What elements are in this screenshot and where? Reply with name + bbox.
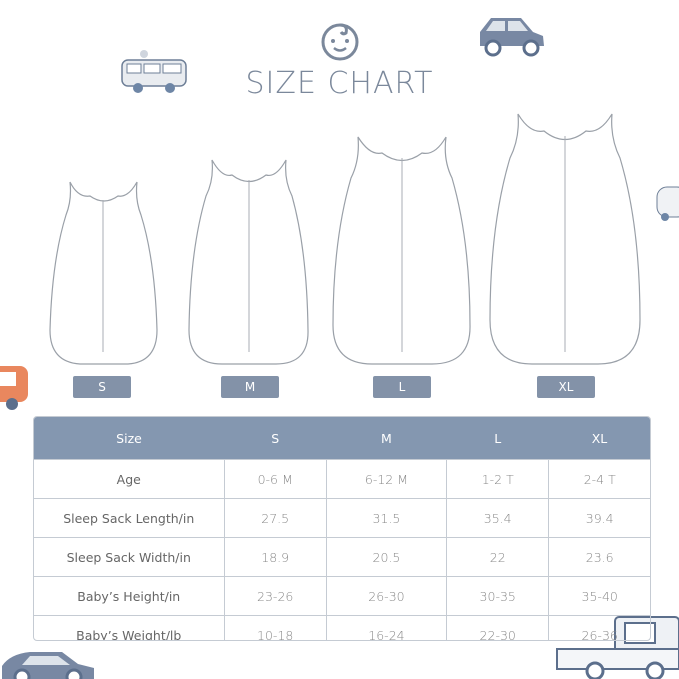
table-cell: 39.4: [548, 498, 650, 538]
header-l: L: [446, 417, 549, 460]
table-cell: 22: [446, 537, 549, 577]
baby-face-icon: [321, 23, 359, 61]
table-cell: 31.5: [325, 498, 447, 538]
table-cell: 2-4 T: [548, 459, 650, 499]
header-m: M: [326, 417, 447, 460]
table-cell: 27.5: [223, 498, 327, 538]
table-cell: 10-18: [223, 615, 327, 640]
header-xl: XL: [548, 417, 650, 460]
size-tag-xl: XL: [537, 376, 595, 398]
table-cell: 26-36: [548, 615, 650, 640]
row-label: Age: [34, 459, 224, 499]
size-tag-s: S: [73, 376, 131, 398]
table-cell: 22-30: [446, 615, 549, 640]
header-size: Size: [34, 417, 224, 460]
page-title: SIZE CHART: [245, 66, 434, 101]
row-label: Baby’s Height/in: [34, 576, 224, 616]
table-cell: 20.5: [325, 537, 447, 577]
table-row: Baby’s Weight/lb 10-18 16-24 22-30 26-36: [34, 615, 650, 640]
row-label: Sleep Sack Width/in: [34, 537, 224, 577]
bus-illustration: [0, 366, 28, 410]
table-cell: 30-35: [446, 576, 549, 616]
table-row: Sleep Sack Width/in 18.9 20.5 22 23.6: [34, 537, 650, 577]
table-row: Age 0-6 M 6-12 M 1-2 T 2-4 T: [34, 459, 650, 499]
table-cell: 1-2 T: [446, 459, 549, 499]
table-cell: 26-30: [325, 576, 447, 616]
table-cell: 35.4: [446, 498, 549, 538]
sleep-sack-illustrations: [49, 113, 641, 365]
table-cell: 35-40: [548, 576, 650, 616]
table-cell: 16-24: [325, 615, 447, 640]
car-illustration-bottom: [2, 652, 94, 679]
car-illustration: [480, 18, 544, 57]
row-label: Baby’s Weight/lb: [34, 615, 224, 640]
row-label: Sleep Sack Length/in: [34, 498, 224, 538]
table-row: Baby’s Height/in 23-26 26-30 30-35 35-40: [34, 576, 650, 616]
table-cell: 18.9: [223, 537, 327, 577]
van-illustration: [121, 50, 187, 93]
car-illustration-right: [656, 186, 679, 221]
table-cell: 0-6 M: [223, 459, 327, 499]
table-cell: 23.6: [548, 537, 650, 577]
size-table: Size S M L XL Age 0-6 M 6-12 M 1-2 T 2-4 T Sl…: [33, 416, 651, 641]
table-cell: 23-26: [223, 576, 327, 616]
size-tag-l: L: [373, 376, 431, 398]
table-row: Sleep Sack Length/in 27.5 31.5 35.4 39.4: [34, 498, 650, 538]
table-cell: 6-12 M: [325, 459, 447, 499]
header-s: S: [224, 417, 327, 460]
size-tag-m: M: [221, 376, 279, 398]
table-header-row: Size S M L XL: [34, 417, 650, 460]
